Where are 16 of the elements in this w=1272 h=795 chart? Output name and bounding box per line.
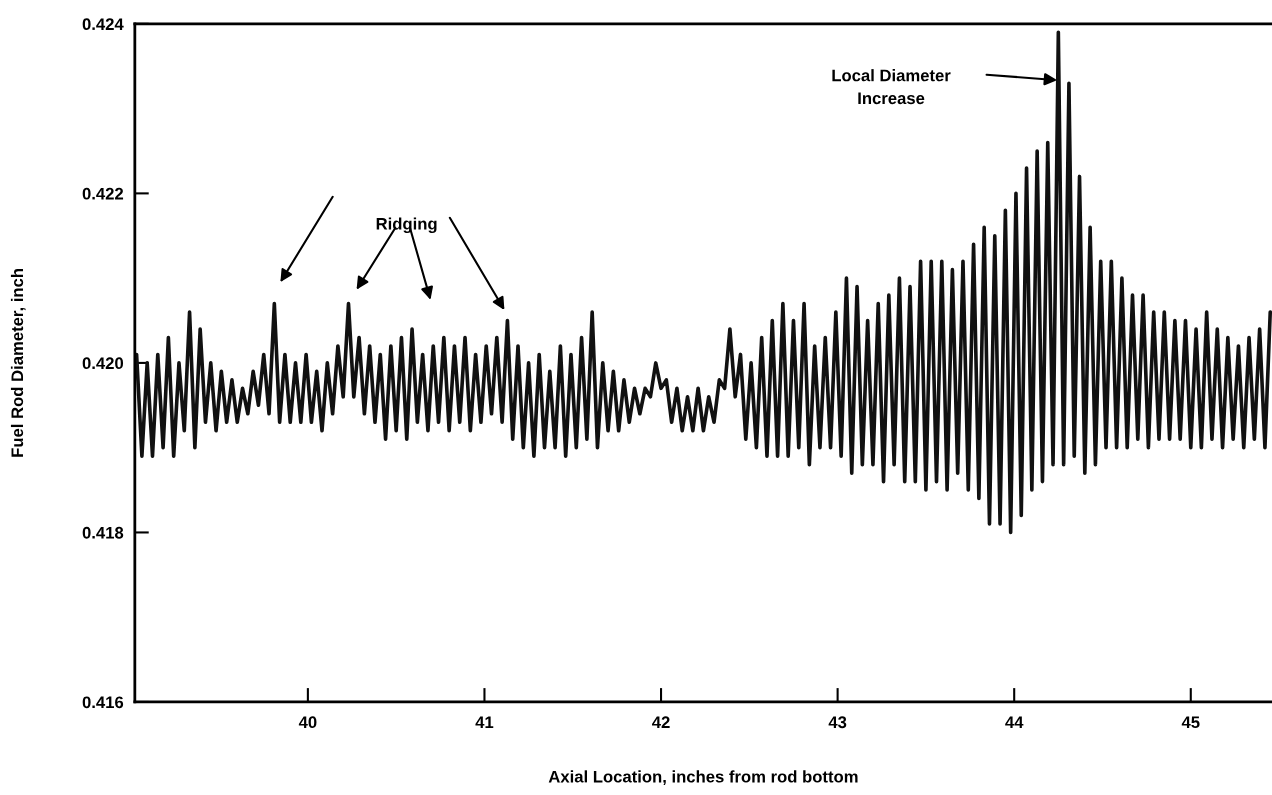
x-tick-label: 41 bbox=[475, 716, 494, 728]
x-tick-label: 45 bbox=[1181, 716, 1200, 729]
y-tick-label: 0.420 bbox=[82, 357, 124, 370]
x-tick-label: 44 bbox=[1005, 716, 1024, 728]
y-axis-title: Fuel Rod Diameter, inch bbox=[10, 269, 26, 457]
y-tick-label: 0.424 bbox=[82, 18, 124, 31]
x-tick-label: 40 bbox=[298, 716, 317, 729]
y-tick-label: 0.418 bbox=[82, 526, 124, 539]
x-axis-title: Axial Location, inches from rod bottom bbox=[548, 770, 858, 785]
line-series bbox=[134, 30, 1272, 535]
annotation: Local Diameter Increase bbox=[832, 69, 951, 105]
x-tick-label: 43 bbox=[828, 716, 847, 729]
annotation: Ridging bbox=[376, 217, 437, 234]
y-tick-label: 0.416 bbox=[82, 696, 124, 709]
y-tick-label: 0.422 bbox=[82, 187, 124, 200]
x-tick-label: 42 bbox=[652, 716, 670, 728]
